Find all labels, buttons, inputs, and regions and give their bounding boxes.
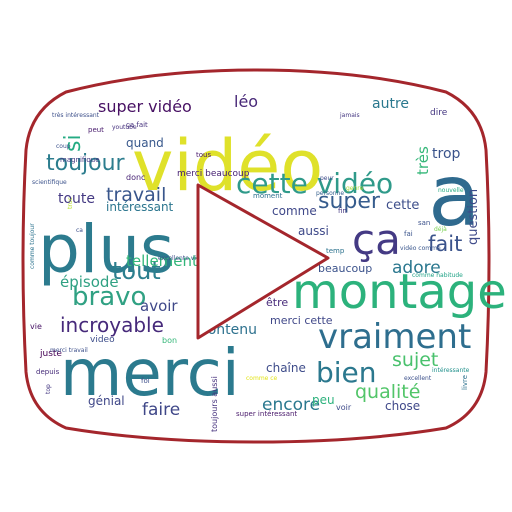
cloud-word: youtube — [112, 124, 137, 131]
cloud-word: intéressante — [432, 367, 470, 374]
cloud-word: tout — [112, 257, 161, 285]
cloud-word: top — [45, 384, 52, 394]
cloud-word: vidéo — [132, 125, 323, 207]
cloud-word: comme habitude — [412, 272, 463, 279]
cloud-word: plus — [38, 211, 174, 288]
cloud-word: quand — [126, 136, 164, 150]
cloud-word: nouvelle — [438, 187, 464, 194]
rounded-frame-outline — [21, 68, 491, 444]
cloud-word: encore — [262, 395, 320, 415]
cloud-word: truc — [67, 197, 74, 209]
cloud-word: depuis — [36, 368, 60, 376]
cloud-word: génial — [88, 394, 125, 408]
cloud-word: dire — [430, 108, 448, 118]
cloud-word: comme ce — [246, 375, 278, 382]
cloud-word: travail — [106, 184, 166, 206]
cloud-word: sujet — [392, 349, 438, 371]
cloud-word: vidéo comme — [400, 245, 441, 252]
cloud-word: avoir — [140, 297, 178, 315]
cloud-word: fin — [338, 207, 347, 215]
cloud-word: léo — [234, 92, 258, 111]
cloud-word: merci beaucoup — [177, 169, 250, 179]
cloud-word: merci — [60, 337, 240, 411]
cloud-word: a — [428, 146, 481, 246]
cloud-word: bon — [162, 336, 177, 345]
cloud-word: juste — [39, 349, 62, 359]
cloud-word: toute — [58, 191, 95, 207]
cloud-word: ça — [352, 215, 401, 264]
cloud-word: scientifique — [32, 179, 67, 186]
cloud-word: peu — [312, 393, 335, 407]
cloud-word: fai — [404, 230, 413, 238]
cloud-word: bien — [316, 356, 377, 389]
cloud-word: san — [418, 219, 430, 227]
cloud-word: chose — [385, 399, 420, 413]
cloud-word: vie — [30, 322, 42, 331]
cloud-word: aussi — [298, 224, 329, 238]
cloud-word: moment — [253, 192, 283, 200]
play-triangle-icon — [196, 183, 330, 340]
cloud-word: genre — [346, 185, 364, 192]
cloud-word: livre — [461, 375, 469, 390]
cloud-word: très intéressant — [52, 112, 100, 119]
cloud-word: voir — [336, 403, 352, 412]
cloud-word: fait — [428, 232, 462, 256]
cloud-word: toujours aussi — [210, 376, 219, 432]
cloud-word: beaucoup — [318, 262, 372, 275]
cloud-word: cette — [386, 198, 419, 213]
cloud-word: peut — [88, 126, 104, 134]
cloud-word: super — [318, 189, 381, 214]
cloud-word: être — [266, 296, 288, 309]
cloud-word: peur — [320, 175, 334, 182]
cloud-word: personne — [316, 190, 344, 197]
cloud-word: merci travail — [50, 347, 88, 354]
cloud-word: super vidéo — [98, 97, 192, 116]
cloud-word: qualité — [355, 381, 420, 403]
cloud-word: chaîne — [266, 361, 306, 375]
cloud-word: vraiment — [318, 317, 471, 357]
cloud-word: faire — [142, 400, 180, 420]
cloud-word: cette vidéo — [236, 167, 393, 200]
cloud-word: tous — [196, 151, 211, 159]
cloud-word: comme toujour — [29, 223, 36, 269]
cloud-word: merci cette — [270, 314, 333, 327]
cloud-word: épisode — [60, 273, 119, 291]
cloud-word: video — [90, 335, 115, 345]
cloud-word: tellement — [126, 252, 198, 270]
cloud-word: si — [61, 134, 86, 152]
cloud-word: magnifique — [60, 156, 100, 164]
cloud-word: donc — [126, 173, 145, 182]
cloud-word: trop — [432, 146, 461, 162]
cloud-word: temp — [326, 247, 345, 255]
cloud-word: bravo — [72, 282, 146, 312]
cloud-word: adore — [392, 258, 441, 278]
cloud-word: très — [414, 146, 432, 175]
cloud-word: coup — [56, 143, 71, 150]
cloud-word: foi — [141, 377, 150, 385]
cloud-word: déjà — [434, 226, 447, 233]
cloud-word: excellent — [404, 375, 432, 382]
cloud-word: comme — [272, 204, 317, 218]
cloud-word: excellente vidéo — [158, 255, 208, 262]
cloud-word: intéressant — [106, 200, 174, 214]
cloud-word: jamais — [339, 112, 360, 119]
cloud-word: ca — [76, 227, 83, 234]
cloud-word: incroyable — [60, 313, 164, 337]
cloud-word: montage — [292, 264, 507, 320]
cloud-word: autre — [372, 96, 409, 112]
cloud-word: question — [466, 189, 481, 245]
cloud-word: super intéressant — [236, 410, 297, 418]
cloud-word: ça fait — [126, 121, 148, 129]
cloud-word: toujour — [46, 151, 126, 176]
